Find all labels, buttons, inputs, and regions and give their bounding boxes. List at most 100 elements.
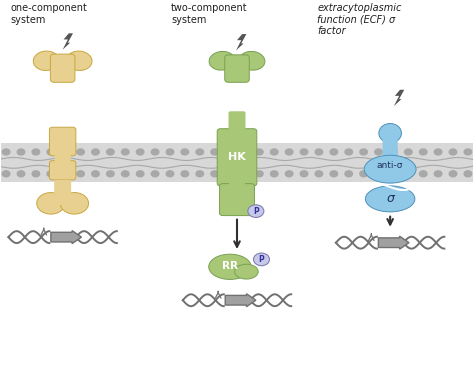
Circle shape [32,149,40,155]
Circle shape [62,149,70,155]
Circle shape [345,149,353,155]
Circle shape [300,171,308,177]
Circle shape [254,253,270,266]
Circle shape [285,171,293,177]
Polygon shape [394,90,404,106]
Ellipse shape [365,186,415,212]
Ellipse shape [55,186,70,194]
Circle shape [166,149,174,155]
Circle shape [255,171,263,177]
Circle shape [47,171,55,177]
Circle shape [77,171,84,177]
Text: P: P [259,255,264,264]
Circle shape [121,149,129,155]
Circle shape [404,149,412,155]
Circle shape [241,171,248,177]
Circle shape [434,171,442,177]
Circle shape [166,171,174,177]
Ellipse shape [36,193,65,214]
Circle shape [390,171,397,177]
Circle shape [77,149,84,155]
Text: σ: σ [386,192,394,205]
Circle shape [315,171,323,177]
Circle shape [315,149,323,155]
Text: extracytoplasmic
function (ECF) σ
factor: extracytoplasmic function (ECF) σ factor [317,3,401,36]
Circle shape [345,171,353,177]
Circle shape [285,149,293,155]
Text: RR: RR [222,261,238,271]
FancyBboxPatch shape [228,111,246,135]
FancyBboxPatch shape [383,128,398,144]
Circle shape [196,171,203,177]
Circle shape [91,149,99,155]
FancyBboxPatch shape [50,54,75,82]
Circle shape [32,171,40,177]
Ellipse shape [364,155,416,183]
Circle shape [419,171,427,177]
Ellipse shape [235,264,258,279]
Circle shape [404,171,412,177]
Circle shape [248,205,264,217]
Polygon shape [236,34,246,50]
Circle shape [271,171,278,177]
Circle shape [17,171,25,177]
Circle shape [330,149,337,155]
Circle shape [464,149,472,155]
Circle shape [137,171,144,177]
Circle shape [151,171,159,177]
Circle shape [375,149,383,155]
Text: anti-σ: anti-σ [377,161,403,170]
Circle shape [390,149,397,155]
FancyBboxPatch shape [54,180,71,205]
Text: two-component
system: two-component system [171,3,247,25]
FancyArrow shape [225,294,256,307]
Circle shape [271,149,278,155]
Circle shape [2,171,10,177]
Circle shape [211,149,219,155]
Circle shape [241,149,248,155]
Circle shape [449,171,457,177]
FancyBboxPatch shape [217,129,257,186]
Circle shape [181,149,189,155]
Circle shape [360,171,367,177]
FancyBboxPatch shape [55,151,71,168]
Circle shape [226,149,233,155]
FancyBboxPatch shape [229,178,245,188]
Circle shape [330,171,337,177]
FancyBboxPatch shape [383,141,398,159]
Text: HK: HK [228,152,246,162]
Circle shape [464,171,472,177]
Circle shape [226,171,233,177]
Circle shape [2,149,10,155]
Circle shape [181,171,189,177]
Circle shape [62,171,70,177]
Text: one-component
system: one-component system [11,3,88,25]
Ellipse shape [227,59,247,72]
Circle shape [255,149,263,155]
Ellipse shape [52,58,73,71]
FancyBboxPatch shape [49,127,76,156]
Circle shape [196,149,203,155]
Circle shape [107,149,114,155]
FancyBboxPatch shape [219,184,255,215]
Circle shape [17,149,25,155]
Circle shape [137,149,144,155]
Circle shape [300,149,308,155]
Ellipse shape [60,193,89,214]
Polygon shape [63,33,73,50]
Ellipse shape [209,51,235,70]
Ellipse shape [33,51,59,71]
Bar [1,143,473,183]
FancyBboxPatch shape [49,161,76,180]
Circle shape [211,171,219,177]
FancyArrow shape [51,231,82,243]
Circle shape [47,149,55,155]
Ellipse shape [379,123,401,143]
FancyBboxPatch shape [225,55,249,82]
Circle shape [151,149,159,155]
Ellipse shape [209,254,251,279]
Ellipse shape [66,51,92,71]
Circle shape [121,171,129,177]
FancyArrow shape [378,236,409,249]
Circle shape [91,171,99,177]
